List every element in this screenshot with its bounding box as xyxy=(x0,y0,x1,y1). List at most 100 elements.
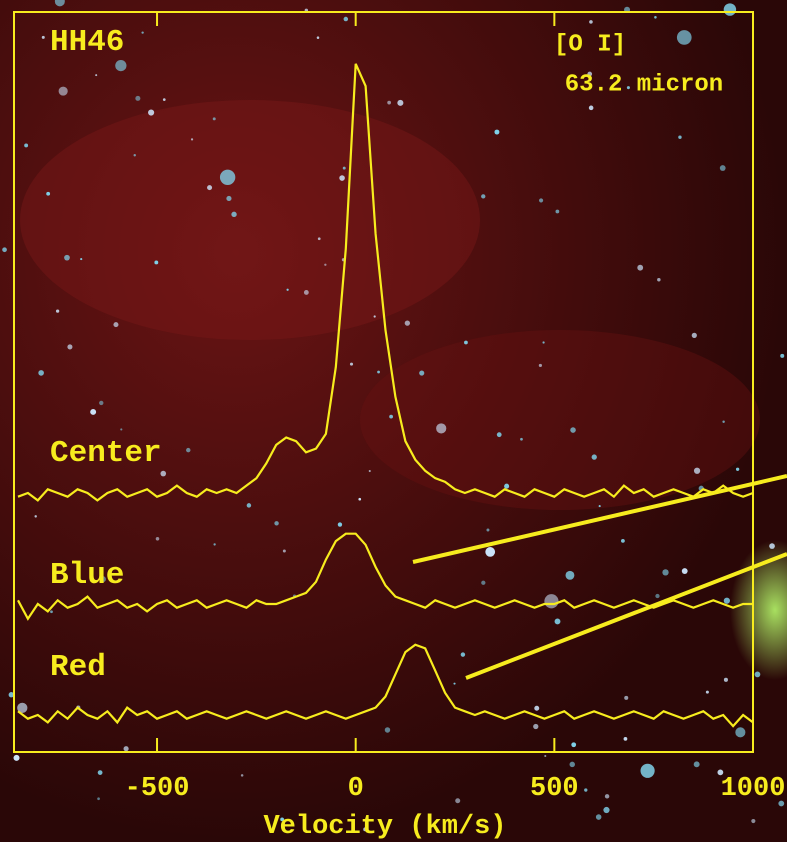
star xyxy=(387,101,391,105)
nebula xyxy=(20,100,480,340)
x-tick-label: 500 xyxy=(530,774,579,804)
star xyxy=(736,468,739,471)
star xyxy=(566,571,575,580)
star xyxy=(344,17,348,21)
x-axis-label: Velocity (km/s) xyxy=(263,812,506,842)
star xyxy=(220,170,235,185)
star xyxy=(605,794,609,798)
star xyxy=(694,761,700,767)
star xyxy=(419,370,424,375)
star xyxy=(156,537,160,541)
annotation: [O I] xyxy=(554,31,626,58)
star xyxy=(724,678,728,682)
star xyxy=(207,185,212,190)
star xyxy=(24,143,28,147)
star xyxy=(657,278,660,281)
star xyxy=(539,364,542,367)
star xyxy=(405,321,410,326)
star xyxy=(283,550,286,553)
star xyxy=(343,167,346,170)
star xyxy=(592,454,597,459)
x-tick-label: 0 xyxy=(348,774,364,804)
star xyxy=(724,3,736,15)
chart: HH46 [O I] 63.2 micron Velocity (km/s) -… xyxy=(0,0,787,842)
star xyxy=(163,98,166,101)
star xyxy=(481,194,485,198)
star xyxy=(80,258,82,260)
star xyxy=(486,529,489,532)
star xyxy=(124,746,129,751)
star xyxy=(534,706,539,711)
star xyxy=(317,36,320,39)
star xyxy=(64,255,70,261)
star xyxy=(358,498,361,501)
star xyxy=(481,581,485,585)
star xyxy=(677,30,692,45)
star xyxy=(113,322,118,327)
star xyxy=(231,212,236,217)
star xyxy=(589,106,594,111)
x-tick-label: 1000 xyxy=(721,774,786,804)
star xyxy=(494,130,499,135)
star xyxy=(603,807,609,813)
star xyxy=(570,427,576,433)
star xyxy=(533,724,538,729)
star xyxy=(678,135,681,138)
star xyxy=(374,315,376,317)
star xyxy=(751,819,755,823)
star xyxy=(722,420,724,422)
star xyxy=(655,594,659,598)
star xyxy=(95,74,97,76)
star xyxy=(324,264,326,266)
star xyxy=(56,309,59,312)
star xyxy=(67,344,72,349)
star xyxy=(350,363,353,366)
star xyxy=(497,432,502,437)
star xyxy=(115,60,126,71)
star xyxy=(154,261,158,265)
star xyxy=(50,610,53,613)
star xyxy=(596,814,602,820)
star xyxy=(641,764,655,778)
star xyxy=(485,547,495,557)
star xyxy=(304,290,309,295)
star xyxy=(90,409,96,415)
star xyxy=(720,165,726,171)
star xyxy=(556,210,560,214)
star xyxy=(397,100,403,106)
star xyxy=(544,755,546,757)
star xyxy=(539,198,543,202)
star xyxy=(780,354,784,358)
star xyxy=(286,289,288,291)
star xyxy=(570,762,575,767)
series-label: Blue xyxy=(50,558,124,593)
star xyxy=(38,370,44,376)
star xyxy=(13,755,19,761)
star xyxy=(571,742,576,747)
nebula xyxy=(360,330,760,510)
chart-title: HH46 xyxy=(50,25,124,60)
series-label: Center xyxy=(50,436,162,471)
star xyxy=(520,438,523,441)
star xyxy=(682,568,688,574)
star xyxy=(621,539,625,543)
star xyxy=(134,154,136,156)
star xyxy=(637,265,643,271)
star xyxy=(120,428,122,430)
star xyxy=(724,598,730,604)
star xyxy=(455,798,460,803)
star xyxy=(389,415,393,419)
star xyxy=(654,16,657,19)
star xyxy=(99,401,103,405)
star xyxy=(706,691,709,694)
star xyxy=(385,727,390,732)
star xyxy=(584,788,587,791)
star xyxy=(34,515,36,517)
star xyxy=(97,797,100,800)
star xyxy=(59,87,68,96)
star xyxy=(241,774,244,777)
star xyxy=(624,737,628,741)
star xyxy=(692,333,697,338)
star xyxy=(504,484,509,489)
star xyxy=(464,341,468,345)
